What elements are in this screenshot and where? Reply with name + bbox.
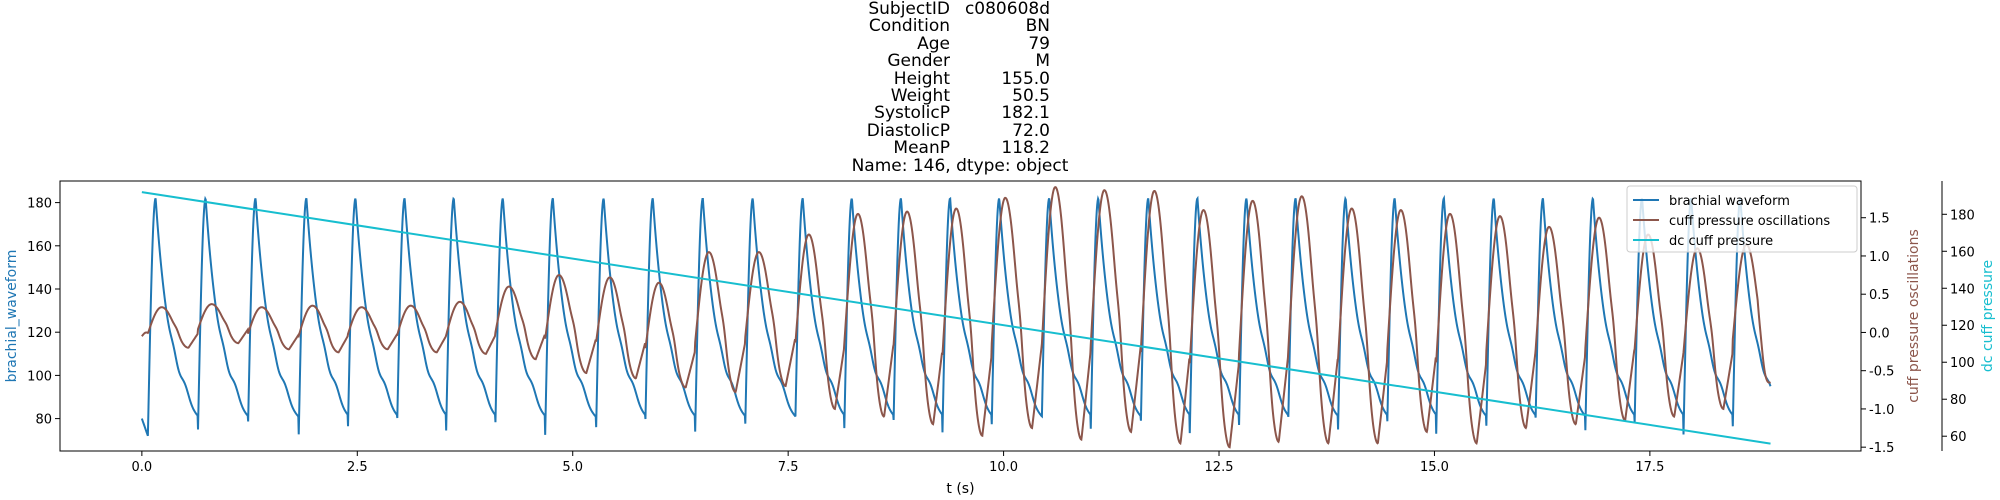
right1-y-tick-label: -1.0 [1869, 403, 1894, 418]
legend: brachial waveform cuff pressure oscillati… [1626, 185, 1858, 253]
title-row: Age 79 [850, 33, 1070, 54]
left-y-tick-label: 100 [27, 369, 52, 384]
brachial-waveform-line [140, 194, 1772, 437]
title-row: Gender M [850, 51, 1070, 72]
legend-box [1626, 185, 1858, 253]
right1-y-tick-label: -1.5 [1869, 441, 1894, 456]
title-row: SubjectID c080608d [850, 0, 1070, 19]
x-tick-label: 10.0 [989, 460, 1018, 475]
title-value: 79 [1028, 33, 1050, 54]
legend-brachial-waveform-label: brachial waveform [1669, 194, 1790, 209]
left-y-tick-label: 120 [27, 326, 52, 341]
title-value: 50.5 [1012, 85, 1050, 106]
left-y-tick-label: 180 [27, 197, 52, 212]
title-row: SystolicP 182.1 [850, 103, 1070, 124]
title-key: MeanP [893, 138, 950, 159]
left-y-tick-label: 160 [27, 240, 52, 255]
title-row: DiastolicP 72.0 [850, 120, 1070, 141]
right1-y-tick-label: 0.5 [1869, 288, 1890, 303]
x-tick-label: 17.5 [1635, 460, 1664, 475]
plot-frame [59, 180, 1862, 452]
cuff-pressure-oscillations-line [141, 186, 1772, 449]
right2-y-tick-label: 60 [1950, 430, 1967, 445]
title-value: 182.1 [1001, 103, 1050, 124]
right1-y-tick-label: 1.5 [1869, 212, 1890, 227]
x-tick-label: 12.5 [1205, 460, 1234, 475]
right1-y-tick-label: 0.0 [1869, 326, 1890, 341]
title-value: 118.2 [1001, 138, 1050, 159]
x-tick-label: 15.0 [1420, 460, 1449, 475]
x-axis-label: t (s) [946, 481, 974, 497]
left-y-tick-label: 140 [27, 283, 52, 298]
title-row: Height 155.0 [850, 68, 1070, 89]
x-tick-label: 7.5 [778, 460, 799, 475]
right1-y-tick-label: -0.5 [1869, 365, 1894, 380]
left-y-axis-label: brachial_waveform [4, 250, 20, 383]
dc-cuff-pressure-line [141, 191, 1771, 445]
title-key: DiastolicP [866, 120, 950, 141]
title-row: Condition BN [850, 16, 1070, 37]
title-value: M [1035, 51, 1050, 72]
title-key: Weight [890, 85, 950, 106]
x-tick-label: 0.0 [132, 460, 153, 475]
title-key: Gender [887, 51, 950, 72]
right2-y-tick-label: 140 [1950, 282, 1975, 297]
right2-y-tick-label: 100 [1950, 356, 1975, 371]
title-footer: Name: 146, dtype: object [851, 155, 1069, 176]
x-tick-label: 2.5 [347, 460, 368, 475]
right2-y-tick-label: 80 [1950, 393, 1967, 408]
title-key: Height [893, 68, 950, 89]
legend-dc-cuff-pressure-label: dc cuff pressure [1669, 234, 1773, 249]
title-value: BN [1025, 16, 1050, 37]
right2-y-tick-label: 160 [1950, 245, 1975, 260]
right1-y-tick-label: 1.0 [1869, 250, 1890, 265]
right1-y-axis-label: cuff pressure oscillations [1906, 229, 1922, 403]
title-value: 72.0 [1012, 120, 1050, 141]
right2-y-tick-label: 180 [1950, 208, 1975, 223]
legend-cuff-pressure-oscillations-label: cuff pressure oscillations [1669, 214, 1830, 229]
right2-y-tick-label: 120 [1950, 319, 1975, 334]
title-key: SystolicP [874, 103, 950, 124]
title-value: 155.0 [1001, 68, 1050, 89]
left-y-tick-label: 80 [35, 413, 52, 428]
title-row: Weight 50.5 [850, 85, 1070, 106]
chart-title: SubjectID c080608d Condition BN Age 79 Gender M… [850, 0, 1070, 174]
right2-y-axis-label: dc cuff pressure [1980, 260, 1996, 372]
title-key: SubjectID [868, 0, 950, 19]
title-value: c080608d [964, 0, 1050, 19]
title-key: Condition [868, 16, 950, 37]
x-tick-label: 5.0 [562, 460, 583, 475]
title-key: Age [917, 33, 950, 54]
title-row: MeanP 118.2 [850, 138, 1070, 159]
